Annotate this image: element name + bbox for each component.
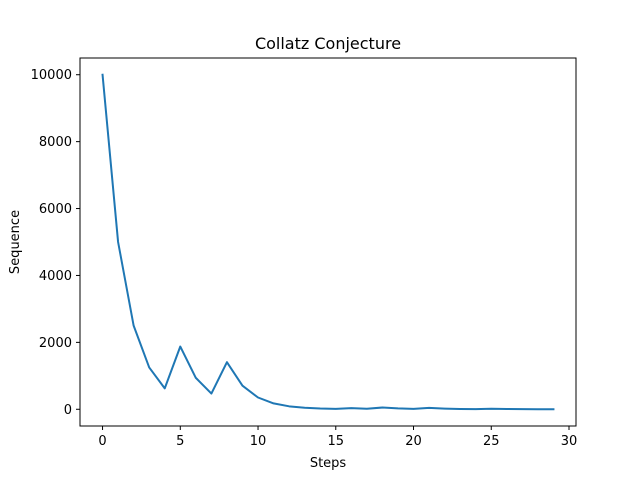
x-tick-label: 20 xyxy=(405,434,422,449)
y-axis: 0 2000 4000 6000 8000 10000 xyxy=(31,68,80,418)
x-tick-label: 25 xyxy=(483,434,500,449)
axes-frame xyxy=(79,57,577,427)
x-tick-label: 0 xyxy=(98,434,106,449)
series-line xyxy=(101,73,555,411)
y-tick-label: 2000 xyxy=(39,336,72,351)
x-tick-label: 30 xyxy=(561,434,578,449)
x-tick-label: 15 xyxy=(328,434,345,449)
y-tick-label: 4000 xyxy=(39,269,72,284)
y-tick-label: 8000 xyxy=(39,135,72,150)
plot-area xyxy=(101,73,555,411)
y-tick-label: 6000 xyxy=(39,202,72,217)
chart-title: Collatz Conjecture xyxy=(255,34,401,53)
x-tick-label: 5 xyxy=(176,434,184,449)
y-tick-label: 0 xyxy=(64,403,72,418)
x-tick-label: 10 xyxy=(250,434,267,449)
x-axis: 0 5 10 15 20 25 30 xyxy=(98,426,577,449)
y-tick-label: 10000 xyxy=(31,68,72,83)
x-axis-label: Steps xyxy=(310,456,347,471)
y-axis-label: Sequence xyxy=(8,210,23,274)
